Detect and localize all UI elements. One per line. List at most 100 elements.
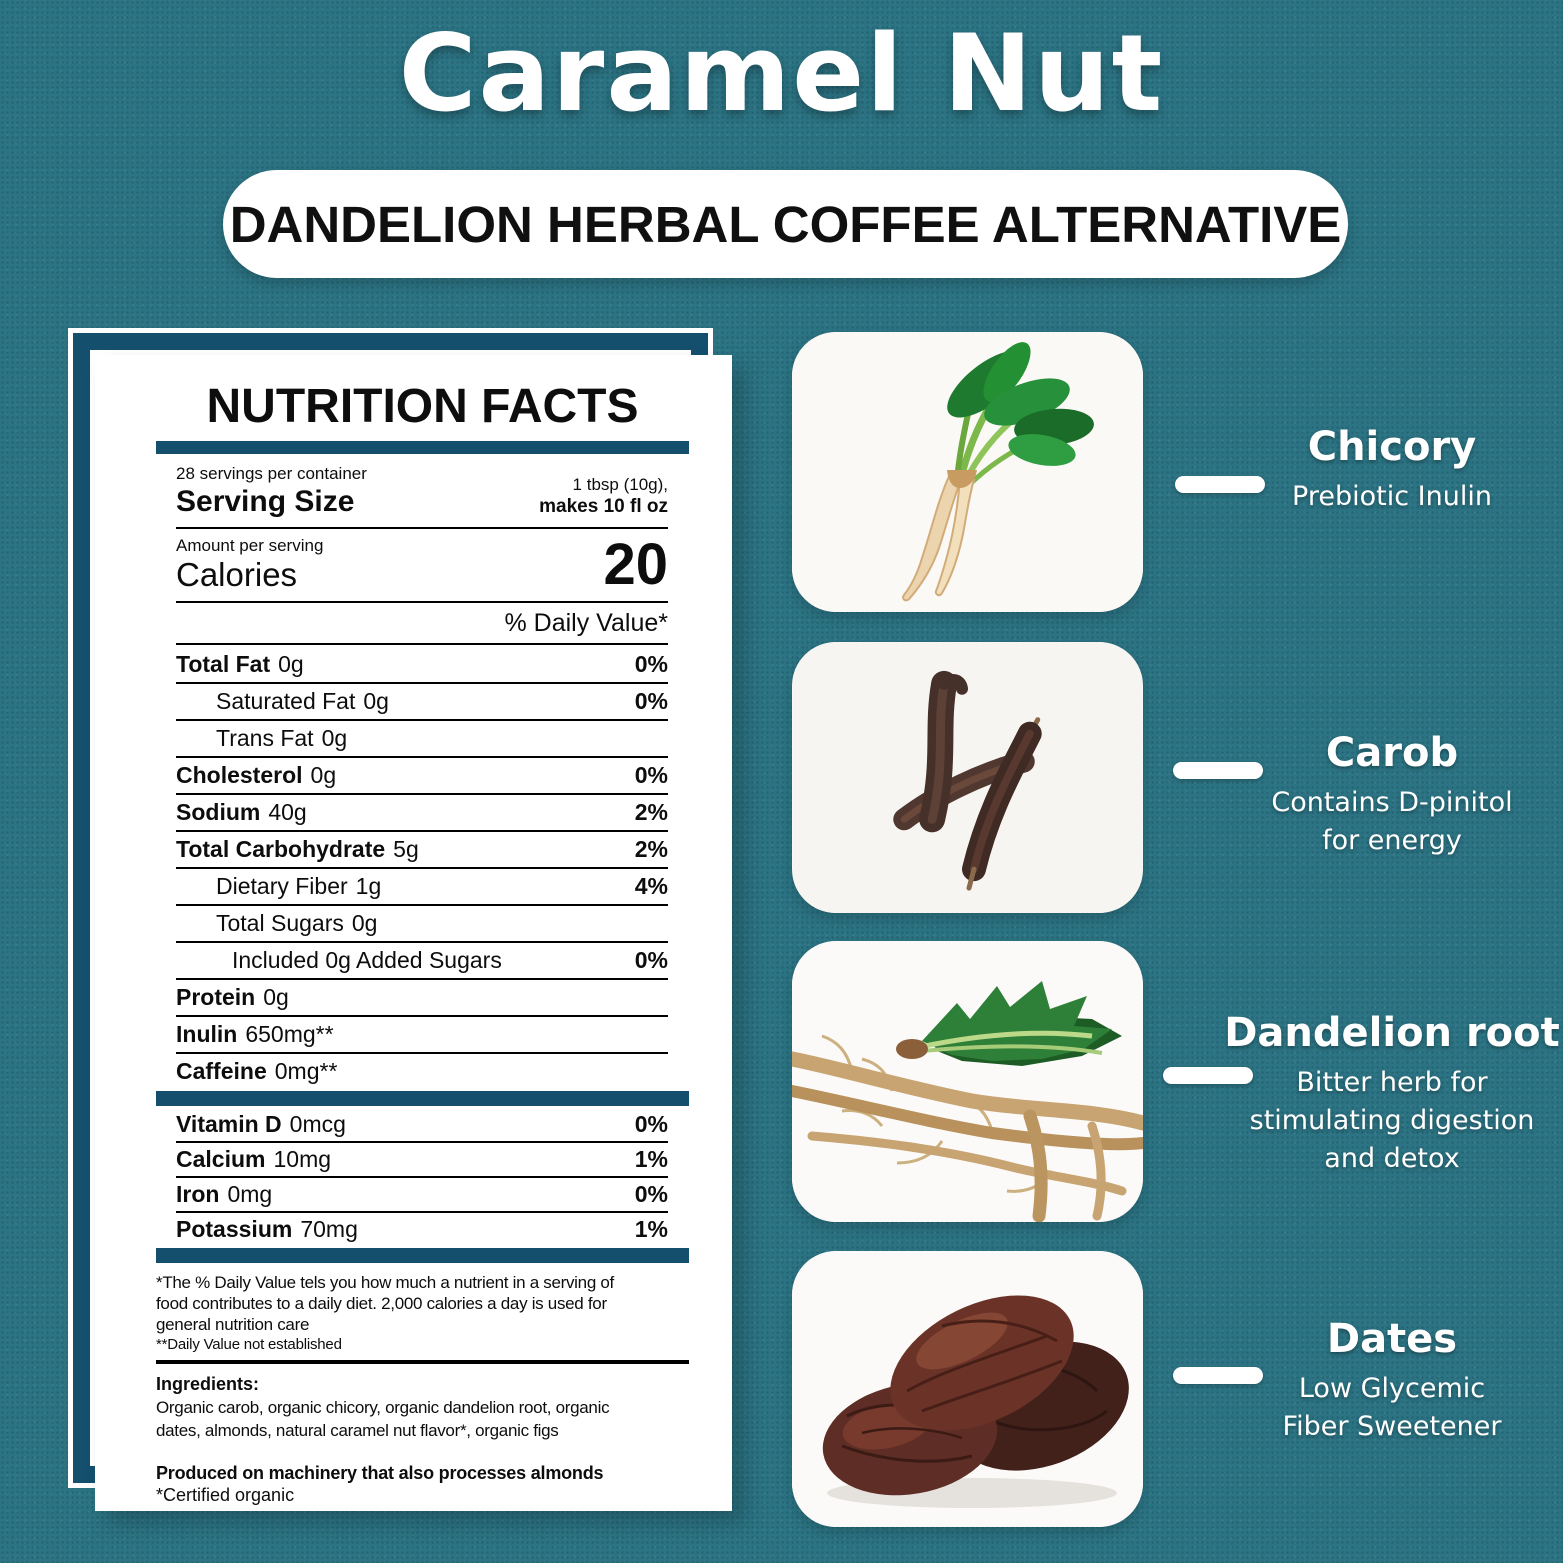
photo-card-dandelion-root [792,941,1143,1222]
nutrient-daily-value: 0% [634,1181,668,1207]
nutrient-label: Cholesterol 0g [176,762,337,788]
row-divider [176,1015,668,1017]
section-divider-bar [156,1091,689,1106]
nutrient-row: Iron 0mg 0% [176,1178,668,1211]
nutrient-value: 40g [268,799,307,825]
callout-description: Bitter herb for stimulating digestion an… [1249,1067,1535,1174]
text-line: general nutrition care [156,1315,310,1334]
callout-description: Low Glycemic Fiber Sweetener [1282,1373,1502,1442]
text-line: food contributes to a daily diet. 2,000 … [156,1294,607,1313]
nutrient-value: 5g [393,836,419,862]
serving-size-value-line2: makes 10 fl oz [539,496,668,517]
nutrient-row: Protein 0g [176,980,668,1015]
text-line: Organic carob, organic chicory, organic … [156,1398,610,1417]
row-divider [176,1141,668,1143]
daily-value-footnote: *The % Daily Value tels you how much a n… [156,1272,689,1335]
divider [176,601,668,603]
callout-connector-dandelion-root [1163,1067,1253,1084]
nutrition-facts-title: NUTRITION FACTS [206,380,639,433]
row-divider [176,793,668,795]
callout-connector-chicory [1175,476,1265,493]
ingredients-heading: Ingredients: [156,1374,260,1394]
nutrient-row: Calcium 10mg 1% [176,1143,668,1176]
nutrient-value: 0g [363,688,389,714]
title-divider-bar [156,441,689,454]
nutrition-label-content: NUTRITION FACTS 28 servings per containe… [156,355,689,1507]
photo-card-carob [792,642,1143,913]
nutrient-row: Total Carbohydrate 5g 2% [176,832,668,867]
micronutrient-rows: Vitamin D 0mcg 0% Calcium 10mg 1% Iron 0mg 0% Pot… [156,1108,689,1246]
nutrient-daily-value: 0% [634,688,668,714]
row-divider [176,756,668,758]
nutrient-label: Protein 0g [176,984,289,1010]
nutrient-row: Total Sugars 0g [176,906,668,941]
photo-card-dates [792,1251,1143,1527]
nutrient-daily-value: 2% [634,836,668,862]
footnote-not-established: **Daily Value not established [156,1336,342,1353]
nutrient-label: Inulin 650mg** [176,1021,334,1047]
callout-dates: Dates Low Glycemic Fiber Sweetener [1262,1316,1522,1446]
nutrient-daily-value: 1% [634,1216,668,1242]
dandelion-root-photo [792,941,1143,1222]
nutrient-value: 0mcg [289,1111,346,1137]
nutrient-row: Saturated Fat 0g 0% [176,684,668,719]
nutrient-value: 650mg** [245,1021,334,1047]
text-line: dates, almonds, natural caramel nut flav… [156,1421,559,1440]
row-divider [176,904,668,906]
divider [176,527,668,529]
nutrient-label: Total Fat 0g [176,651,304,677]
section-divider-bar [156,1248,689,1263]
nutrient-label: Dietary Fiber 1g [216,873,382,899]
row-divider [176,830,668,832]
callout-title: Dandelion root [1224,1010,1560,1056]
divider [176,643,668,645]
footnote-divider [156,1360,689,1364]
nutrient-row: Total Fat 0g 0% [176,647,668,682]
calories-value: 20 [603,532,668,597]
nutrient-label: Calcium 10mg [176,1146,332,1172]
nutrient-value: 0g [263,984,289,1010]
nutrition-label-card: NUTRITION FACTS 28 servings per containe… [95,355,732,1511]
row-divider [176,978,668,980]
nutrient-daily-value: 4% [634,873,668,899]
nutrient-label: Sodium 40g [176,799,307,825]
nutrient-value: 0g [351,910,378,936]
callout-dandelion-root: Dandelion root Bitter herb for stimulati… [1222,1010,1562,1177]
callout-title: Carob [1325,730,1459,776]
serving-section: 28 servings per container Serving Size 1… [176,463,668,519]
nutrient-row: Potassium 70mg 1% [176,1213,668,1246]
row-divider [176,1211,668,1213]
text-line: *The % Daily Value tels you how much a n… [156,1273,614,1292]
servings-per-container: 28 servings per container [176,464,367,483]
nutrient-row: Cholesterol 0g 0% [176,758,668,793]
photo-card-chicory [792,332,1143,612]
nutrient-label: Total Sugars 0g [216,910,378,936]
nutrient-daily-value: 0% [634,947,668,973]
nutrient-row: Inulin 650mg** [176,1017,668,1052]
nutrient-label: Total Carbohydrate 5g [176,836,419,862]
allergen-note: Produced on machinery that also processe… [156,1463,604,1483]
chicory-photo [792,332,1143,612]
ingredients-text: Organic carob, organic chicory, organic … [156,1396,689,1442]
nutrient-rows: Total Fat 0g 0% Saturated Fat 0g 0% Trans Fat 0… [156,647,689,1089]
nutrient-value: 0g [310,762,337,788]
subtitle-text: DANDELION HERBAL COFFEE ALTERNATIVE [229,195,1342,253]
nutrient-value: 0mg [227,1181,273,1207]
nutrient-label: Iron 0mg [176,1181,273,1207]
nutrient-daily-value: 0% [634,651,668,677]
callout-connector-dates [1173,1367,1263,1384]
callout-chicory: Chicory Prebiotic Inulin [1232,424,1552,516]
callout-connector-carob [1173,762,1263,779]
row-divider [176,1052,668,1054]
row-divider [176,719,668,721]
carob-photo [792,642,1143,913]
callout-description: Prebiotic Inulin [1292,481,1492,512]
nutrient-value: 10mg [273,1146,332,1172]
nutrient-row: Dietary Fiber 1g 4% [176,869,668,904]
nutrient-row: Trans Fat 0g [176,721,668,756]
organic-note: *Certified organic [156,1485,295,1505]
nutrient-daily-value: 0% [634,762,668,788]
nutrient-value: 1g [355,873,382,899]
nutrient-label: Included 0g Added Sugars [232,947,502,973]
